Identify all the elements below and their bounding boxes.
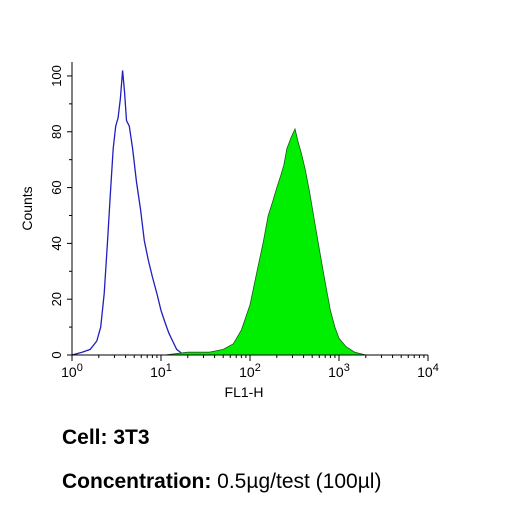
x-tick-label: 100 (61, 362, 83, 380)
y-tick-label: 100 (49, 65, 64, 87)
y-tick-label: 0 (49, 351, 64, 358)
concentration-caption-value: 0.5µg/test (100µl) (217, 470, 382, 493)
x-tick-label: 101 (150, 362, 172, 380)
plot-panel: 0 20 40 60 80 100 100 101 102 103 104 FL1-H Counts (18, 36, 453, 412)
filled-histogram-series (164, 127, 366, 356)
x-tick-label: 103 (328, 362, 350, 380)
outline-histogram-series (71, 70, 185, 356)
y-tick-label: 20 (49, 292, 64, 306)
cell-caption-value: 3T3 (113, 426, 150, 449)
y-tick-label: 40 (49, 236, 64, 250)
cell-caption: Cell: 3T3 (62, 426, 150, 450)
y-axis-title: Counts (19, 186, 35, 230)
concentration-caption-label: Concentration: (62, 470, 212, 493)
histogram-chart: 0 20 40 60 80 100 100 101 102 103 104 FL1-H Counts (19, 62, 439, 400)
y-tick-label: 60 (49, 180, 64, 194)
concentration-caption: Concentration: 0.5µg/test (100µl) (62, 470, 381, 494)
cell-caption-label: Cell: (62, 426, 108, 449)
x-tick-label: 104 (417, 362, 439, 380)
y-tick-label: 80 (49, 125, 64, 139)
x-axis-title: FL1-H (225, 384, 264, 400)
x-tick-label: 102 (239, 362, 261, 380)
